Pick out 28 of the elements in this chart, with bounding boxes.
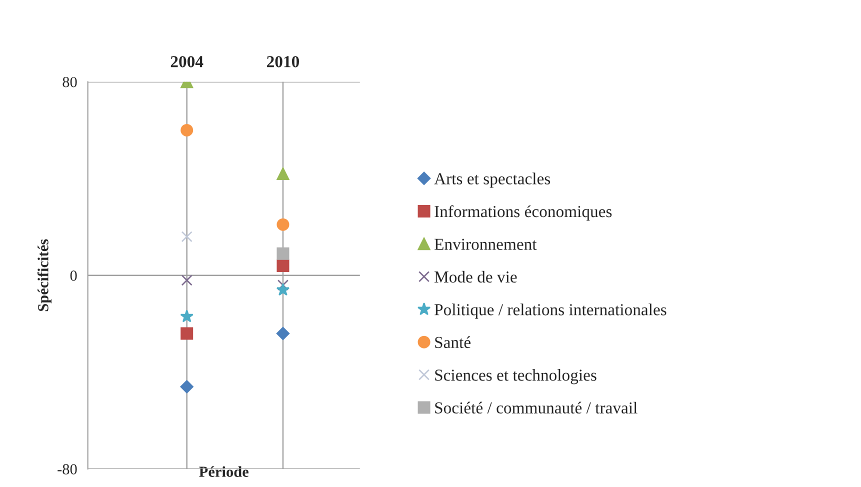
- legend-label: Sciences et technologies: [435, 369, 596, 384]
- legend-label: Environnement: [434, 238, 537, 250]
- x-tick-label: 2004: [170, 56, 204, 68]
- y-tick-label: -80: [58, 464, 77, 474]
- legend-label: Arts et spectacles: [434, 172, 550, 188]
- legend-label: Société / communauté / travail: [435, 402, 638, 414]
- point: [180, 124, 194, 136]
- point: [180, 310, 194, 322]
- point: [181, 231, 192, 242]
- legend-label: Mode de vie: [434, 270, 517, 283]
- point: [181, 274, 192, 286]
- point: [276, 218, 290, 231]
- legend-label: Politique / relations internationales: [434, 304, 666, 319]
- x-tick-label: 2010: [267, 56, 300, 68]
- point: [276, 247, 290, 260]
- legend-label: Informations économiques: [434, 205, 612, 221]
- y-tick-label: 0: [70, 270, 77, 281]
- point: [276, 168, 290, 180]
- y-tick-label: 80: [62, 76, 77, 88]
- point: [276, 326, 290, 340]
- point: [180, 327, 194, 340]
- point: [276, 282, 290, 296]
- y-axis-title: Spécificités: [37, 239, 52, 312]
- point: [276, 259, 290, 272]
- point: [180, 380, 194, 394]
- x-axis-title: Période: [199, 466, 248, 477]
- legend-label: Santé: [435, 336, 470, 348]
- point: [277, 280, 289, 291]
